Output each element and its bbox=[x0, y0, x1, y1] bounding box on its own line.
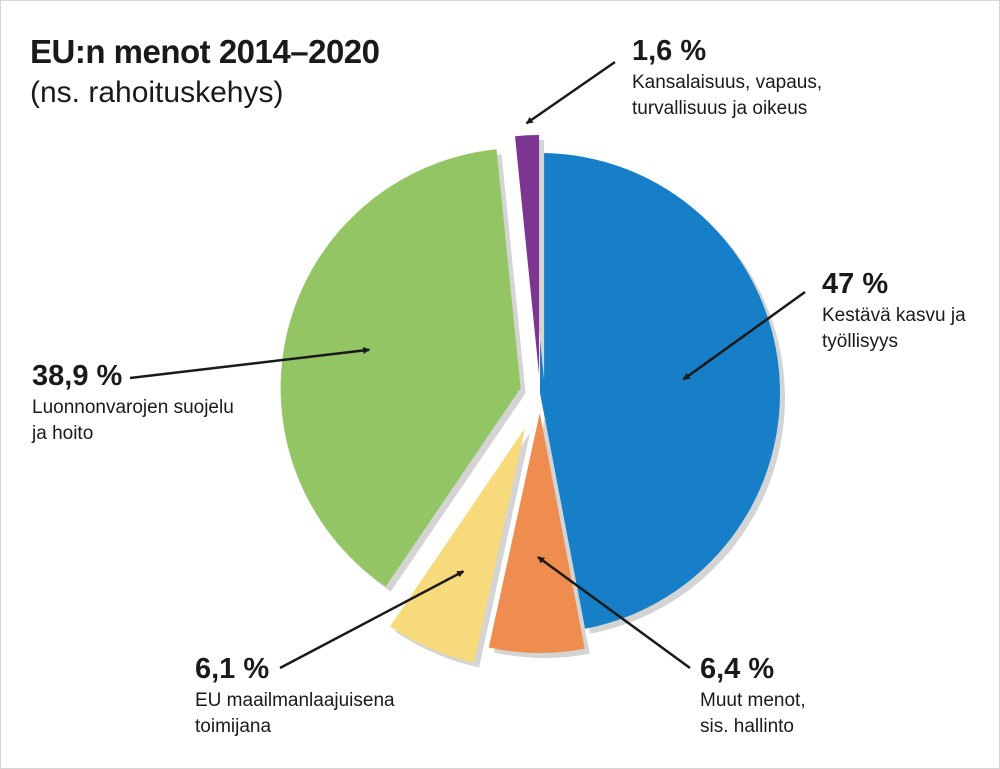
slice-value-label: 1,6 % bbox=[632, 35, 706, 67]
slice-value-label: 47 % bbox=[822, 268, 888, 300]
slice-category-label: Luonnonvarojen suojelu bbox=[32, 397, 234, 418]
pie-slice bbox=[390, 427, 526, 663]
pie-slice bbox=[280, 149, 521, 587]
slice-category-label: Kestävä kasvu ja bbox=[822, 305, 966, 326]
pie-slice bbox=[488, 412, 585, 653]
chart-title: EU:n menot 2014–2020 bbox=[30, 33, 380, 70]
slice-category-label: EU maailmanlaajuisena bbox=[195, 690, 395, 711]
pie-slice bbox=[540, 153, 781, 629]
slice-value-label: 38,9 % bbox=[32, 360, 122, 392]
slice-category-label: työllisyys bbox=[822, 331, 898, 352]
pie-slice bbox=[515, 135, 540, 376]
pointer-arrow bbox=[129, 347, 371, 380]
slice-value-label: 6,1 % bbox=[195, 653, 269, 685]
slice-category-label: Kansalaisuus, vapaus, bbox=[632, 72, 822, 93]
slice-category-label: toimijana bbox=[195, 716, 271, 737]
slice-category-label: ja hoito bbox=[31, 423, 93, 444]
slice-category-label: turvallisuus ja oikeus bbox=[632, 98, 807, 119]
slice-category-label: sis. hallinto bbox=[700, 716, 794, 737]
pointer-arrow bbox=[537, 555, 691, 670]
slice-value-label: 6,4 % bbox=[700, 653, 774, 685]
pointer-arrow bbox=[525, 60, 616, 125]
pointer-arrow bbox=[682, 290, 806, 381]
slice-category-label: Muut menot, bbox=[700, 690, 806, 711]
chart-subtitle: (ns. rahoituskehys) bbox=[30, 76, 284, 109]
pointer-arrow bbox=[279, 570, 465, 670]
